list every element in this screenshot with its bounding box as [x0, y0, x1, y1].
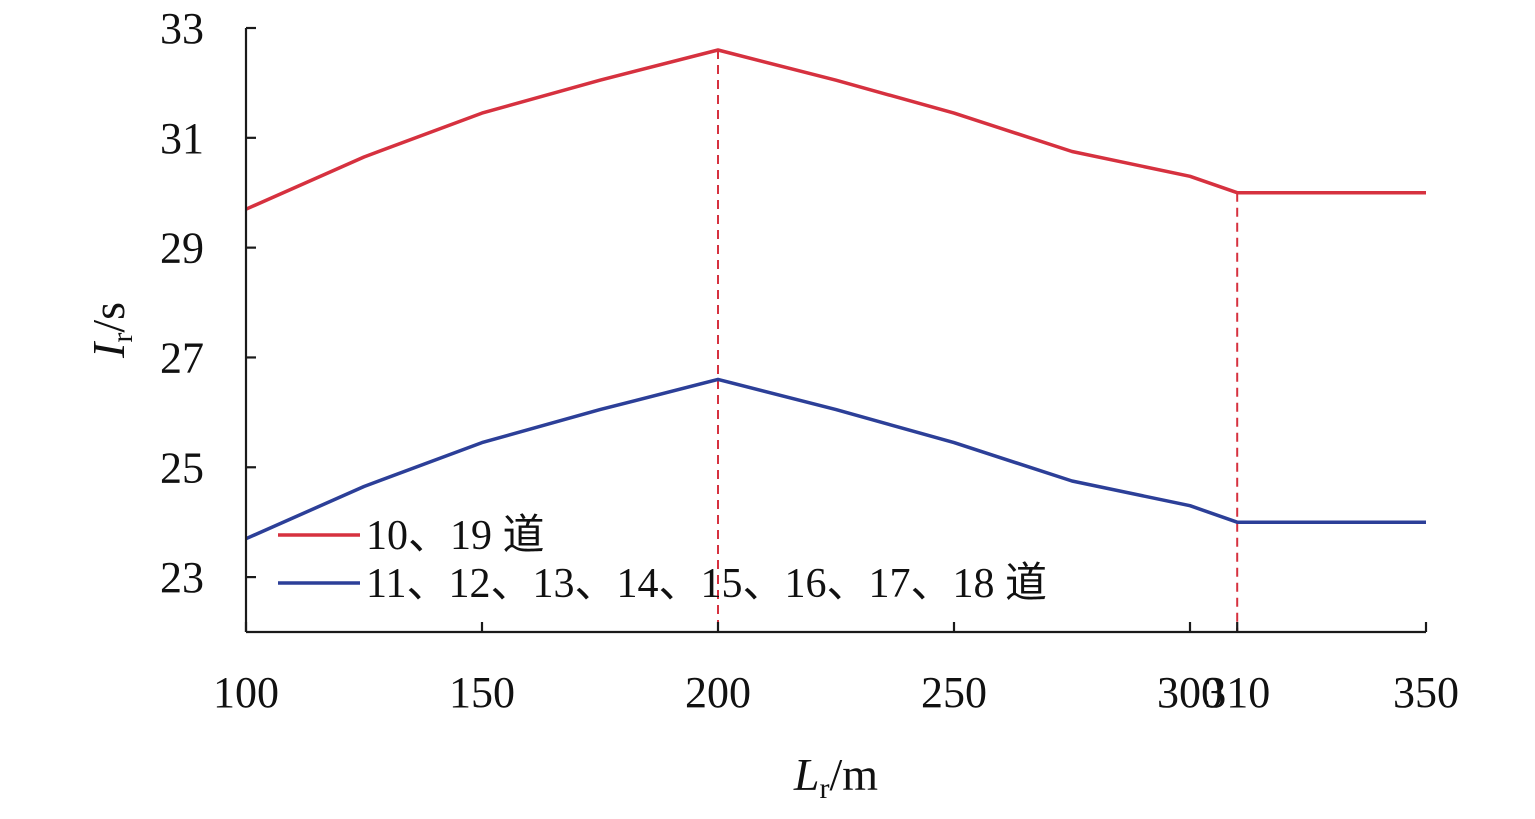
legend-label-series-2: 11、12、13、14、15、16、17、18 道: [366, 561, 1047, 607]
x-tick-label: 250: [921, 668, 987, 717]
x-axis-title-subscript: r: [820, 772, 830, 805]
x-axis-title: Lr/m: [793, 749, 878, 805]
series-lines: [245, 48, 1426, 541]
x-tick-label: 100: [213, 668, 279, 717]
x-tick-label: 350: [1393, 668, 1459, 717]
y-tick-label: 31: [160, 114, 204, 163]
y-axis-title-symbol: I: [83, 340, 134, 359]
y-axis-title: Ir/s: [83, 302, 139, 359]
axes: [244, 28, 1426, 634]
x-axis-title-symbol: L: [793, 749, 820, 800]
legend-item-series-2: 11、12、13、14、15、16、17、18 道: [278, 561, 1047, 607]
legend-item-series-1: 10、19 道: [278, 513, 545, 559]
y-axis-title-unit: /s: [83, 302, 134, 333]
x-tick-label: 310: [1204, 668, 1270, 717]
y-tick-label: 33: [160, 4, 204, 53]
y-tick-label: 23: [160, 553, 204, 602]
y-axis-title-subscript: r: [106, 333, 139, 343]
series-line-2: [245, 377, 1426, 541]
legend: 10、19 道 11、12、13、14、15、16、17、18 道: [278, 513, 1047, 607]
x-tick-label: 150: [449, 668, 515, 717]
reference-lines: [717, 49, 1239, 632]
series-line-1: [245, 48, 1426, 211]
y-tick-label: 27: [160, 333, 204, 382]
y-tick-label: 25: [160, 443, 204, 492]
x-axis-title-unit: /m: [830, 749, 879, 800]
y-ticks: 23 25 27 29 31 33: [160, 4, 256, 602]
legend-label-series-1: 10、19 道: [366, 513, 545, 559]
y-tick-label: 29: [160, 224, 204, 273]
x-tick-label: 300: [1157, 668, 1223, 717]
x-tick-label: 200: [685, 668, 751, 717]
